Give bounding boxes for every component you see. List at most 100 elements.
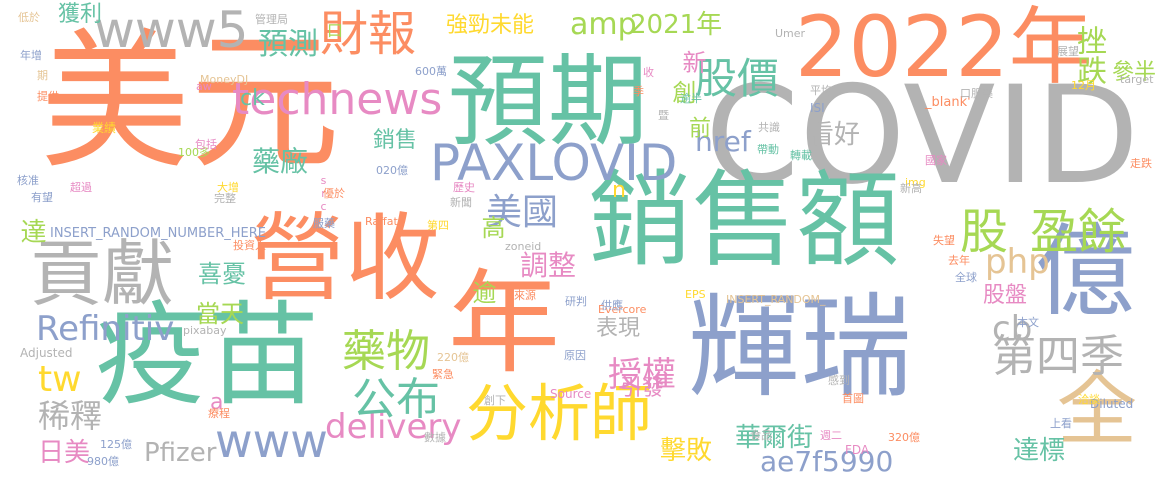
cloud-word: 貢獻: [30, 232, 175, 316]
cloud-word: 療程: [208, 407, 230, 420]
cloud-word: 看好: [808, 120, 861, 150]
cloud-word: 強勁未能: [446, 13, 535, 38]
cloud-word: COVID: [705, 57, 1140, 214]
cloud-word: src: [317, 174, 330, 213]
cloud-word: 業績: [92, 121, 117, 135]
cloud-word: 980億: [87, 455, 119, 468]
cloud-word: 達標: [1013, 436, 1066, 466]
cloud-word: 美元: [40, 16, 341, 190]
cloud-word: MoneyDJ: [200, 73, 249, 86]
cloud-word: 美國: [486, 192, 559, 233]
cloud-word: 220億: [437, 351, 469, 364]
cloud-word: 大增: [217, 181, 239, 194]
cloud-word: 季: [633, 85, 644, 98]
cloud-word: img: [905, 176, 926, 189]
cloud-word: 本文: [1017, 316, 1039, 329]
cloud-word: 020億: [376, 164, 408, 177]
cloud-word: 轉載: [790, 149, 812, 162]
cloud-word: 600萬: [415, 65, 447, 78]
cloud-word: 前: [685, 116, 710, 138]
cloud-word: 第四季: [992, 331, 1124, 382]
cloud-word: 創下: [484, 394, 506, 407]
cloud-word: a: [210, 390, 224, 415]
cloud-word: 股盤: [983, 283, 1028, 308]
cloud-word: 年增: [20, 49, 42, 62]
cloud-word: 帶動: [757, 143, 779, 156]
cloud-word: 財報: [320, 6, 417, 62]
cloud-word: 日美: [38, 438, 91, 468]
cloud-word: 2021年: [630, 10, 723, 40]
cloud-word: 週二: [820, 429, 842, 442]
cloud-word: 共識: [758, 121, 780, 134]
cloud-word: tw: [38, 359, 82, 400]
cloud-word: 第四: [427, 219, 449, 232]
cloud-word: 逾: [468, 280, 496, 304]
cloud-word: 股: [960, 204, 1009, 260]
cloud-word: Adjusted: [20, 346, 73, 360]
cloud-word: 收: [643, 66, 654, 79]
cloud-word: 當天: [196, 300, 244, 328]
cloud-word: 優於: [323, 187, 345, 200]
cloud-word: 包括: [195, 138, 217, 151]
cloud-word: 低於: [18, 11, 40, 24]
cloud-word: 100多: [178, 146, 210, 159]
cloud-word: 挫跌: [1071, 25, 1106, 85]
cloud-word: 管理局: [255, 13, 288, 26]
cloud-word: 125億: [100, 438, 132, 451]
cloud-word: delivery: [325, 407, 462, 447]
cloud-word: Raffat: [365, 215, 398, 228]
cloud-word: 全球: [955, 271, 977, 284]
cloud-word: 華爾街: [735, 423, 814, 453]
cloud-word: 喜憂: [198, 260, 246, 288]
cloud-word: target: [1120, 73, 1154, 86]
cloud-word: INSERT_RANDOM_NUMBER_HERE: [50, 226, 266, 241]
cloud-word: www5: [94, 1, 249, 59]
cloud-word: 盈餘: [1030, 204, 1127, 260]
cloud-word: 有望: [31, 191, 53, 204]
cloud-word: 億: [1035, 213, 1135, 330]
cloud-word: ISI: [810, 101, 825, 115]
cloud-word: 服藥: [313, 217, 335, 230]
cloud-word: 研判: [565, 295, 587, 308]
cloud-word: 表現: [596, 316, 641, 341]
cloud-word: 展望: [1057, 45, 1079, 58]
cloud-word: 走跌: [1130, 157, 1152, 170]
cloud-word: FDA: [845, 443, 870, 457]
cloud-word: 來源: [514, 289, 536, 302]
cloud-word: 新高: [900, 182, 922, 195]
cloud-word: 數據: [424, 431, 446, 444]
cloud-word: 核准: [17, 174, 39, 187]
cloud-word: 首圖: [842, 392, 864, 405]
cloud-word: EPS: [685, 288, 706, 301]
cloud-word: 授權: [608, 355, 676, 395]
cloud-word: 提供: [37, 90, 59, 103]
cloud-word: 新聞: [450, 196, 472, 209]
cloud-word: www: [215, 414, 328, 468]
cloud-word: 原因: [564, 349, 586, 362]
cloud-word: INSERT_RANDOM_: [726, 293, 826, 306]
cloud-word: 供應: [601, 299, 623, 312]
cloud-word: Source: [550, 387, 592, 401]
cloud-word: cb: [992, 309, 1033, 349]
cloud-word: 2022年: [795, 0, 1093, 96]
cloud-word: 國家: [925, 154, 947, 167]
cloud-word: pixabay: [183, 324, 227, 337]
cloud-word: 口: [324, 22, 343, 38]
cloud-word: 新: [678, 50, 706, 74]
cloud-word: 完整: [214, 192, 236, 205]
cloud-word: 調整: [520, 249, 577, 282]
cloud-word: 藥廠: [252, 145, 309, 178]
cloud-word: 銷售: [373, 128, 418, 153]
cloud-word: 期: [37, 69, 48, 82]
cloud-word: Diluted: [1090, 397, 1134, 411]
cloud-word: technews: [232, 74, 443, 125]
cloud-word: Refinitiv: [36, 309, 175, 349]
cloud-word: 預期: [448, 43, 648, 160]
cloud-word: 擊敗: [660, 436, 713, 466]
cloud-word: 投資人: [233, 239, 266, 252]
cloud-word: n: [612, 178, 626, 203]
cloud-word: 緊急: [432, 368, 454, 381]
cloud-word: 12月: [1071, 79, 1096, 92]
cloud-word: 分析師: [466, 377, 653, 450]
cloud-word: 引發: [620, 376, 665, 401]
